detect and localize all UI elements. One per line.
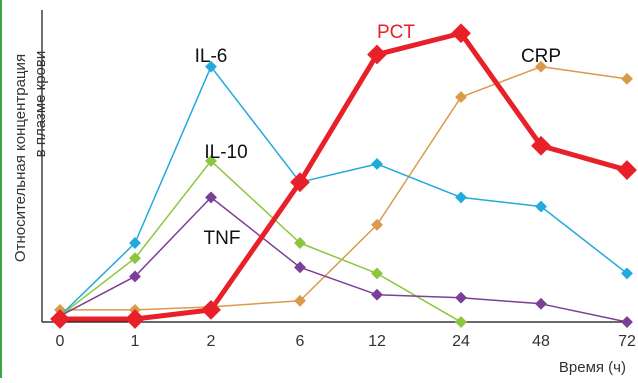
data-point-il6 (535, 200, 547, 213)
x-tick-label-0: 0 (56, 333, 65, 350)
data-point-tnf (371, 288, 383, 301)
data-point-pct (50, 309, 70, 329)
series-label-il10: IL-10 (204, 142, 247, 163)
data-point-il10 (205, 154, 217, 167)
data-point-pct (290, 172, 310, 193)
x-tick-label-12: 12 (368, 333, 386, 350)
series-pct (50, 23, 637, 329)
x-ticks: 0 1 2 6 12 24 48 72 (56, 333, 636, 350)
data-point-pct (367, 44, 387, 65)
data-point-il6 (205, 60, 217, 73)
data-point-crp (621, 72, 633, 85)
series-label-tnf: TNF (204, 228, 241, 249)
data-point-pct (451, 23, 471, 44)
data-point-crp (455, 91, 467, 104)
x-tick-label-1: 1 (131, 333, 140, 350)
data-point-pct (125, 309, 145, 329)
series-line-il10 (59, 160, 462, 323)
y-axis-label-line-1: Относительная концентрация (12, 54, 29, 262)
x-tick-label-72: 72 (618, 333, 636, 350)
data-point-il10 (371, 267, 383, 280)
data-point-tnf (535, 297, 547, 310)
series-crp (54, 60, 633, 316)
series-line-il6 (59, 65, 628, 317)
data-point-il6 (129, 237, 141, 249)
series-line-tnf (59, 196, 628, 323)
x-tick-label-6: 6 (296, 333, 305, 350)
series-layer (50, 23, 637, 329)
left-accent-bar (0, 0, 2, 378)
series-label-pct: PCT (377, 22, 415, 43)
x-tick-label-24: 24 (452, 333, 470, 350)
labels-layer: Относительная концентрация в плазме кров… (12, 22, 626, 376)
data-point-pct (617, 160, 637, 180)
data-point-il10 (455, 316, 467, 328)
data-point-tnf (455, 291, 467, 304)
data-point-tnf (621, 316, 633, 328)
series-label-crp: CRP (521, 46, 561, 67)
series-line-crp (60, 65, 628, 311)
series-line-pct (60, 30, 628, 322)
data-point-pct (201, 299, 221, 320)
data-point-tnf (294, 261, 306, 274)
data-point-crp (294, 294, 306, 307)
x-tick-label-48: 48 (532, 333, 550, 350)
x-axis-label: Время (ч) (559, 359, 626, 376)
data-point-tnf (205, 191, 217, 204)
data-point-il6 (455, 191, 467, 204)
data-point-il6 (371, 158, 383, 170)
series-label-il6: IL-6 (195, 46, 228, 67)
x-tick-label-2: 2 (207, 333, 216, 350)
y-axis-label-line-2: в плазме крови (32, 51, 49, 157)
